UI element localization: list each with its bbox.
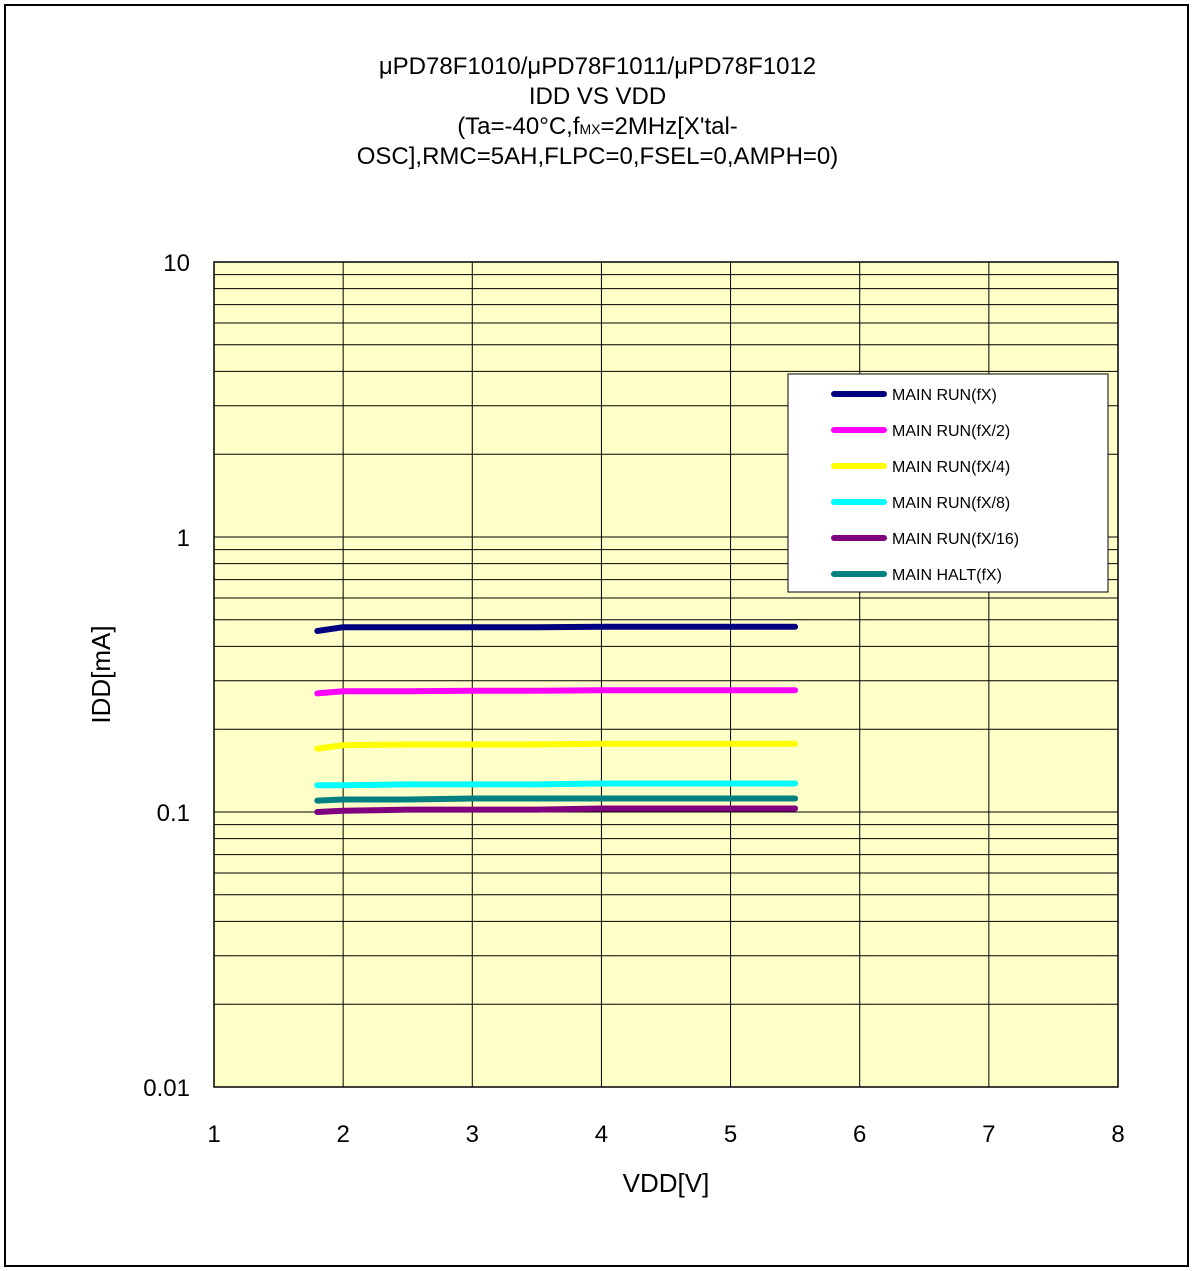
x-tick-label: 6 bbox=[853, 1121, 866, 1148]
subtitle-text-after: =2MHz[X'tal- bbox=[600, 113, 738, 140]
x-tick-label: 5 bbox=[724, 1121, 737, 1148]
x-tick-label: 7 bbox=[982, 1121, 995, 1148]
legend-box bbox=[787, 373, 1109, 593]
x-tick-label: 8 bbox=[1111, 1121, 1124, 1148]
y-tick-label: 0.01 bbox=[143, 1075, 190, 1102]
y-tick-label: 10 bbox=[163, 250, 190, 277]
chart-title-line-2: IDD VS VDD bbox=[528, 83, 667, 110]
chart-subtitle-line-1: (Ta=-40°C,fMX=2MHz[X'tal- bbox=[0, 112, 1195, 144]
series-line bbox=[314, 740, 799, 752]
series-line bbox=[314, 687, 799, 697]
series-line bbox=[314, 780, 799, 789]
legend: MAIN RUN(fX) MAIN RUN(fX/2) MAIN RUN(fX/4)… bbox=[787, 373, 1109, 593]
legend-label: MAIN RUN(fX/2) bbox=[892, 423, 1010, 440]
series-line bbox=[314, 805, 799, 815]
series-line bbox=[314, 623, 799, 634]
series-group bbox=[314, 623, 799, 815]
legend-label: MAIN HALT(fX) bbox=[892, 567, 1002, 584]
plot-border bbox=[213, 261, 1119, 1088]
legend-label: MAIN RUN(fX/16) bbox=[892, 531, 1019, 548]
x-tick-label: 1 bbox=[207, 1121, 220, 1148]
legend-label: MAIN RUN(fX/4) bbox=[892, 459, 1010, 476]
chart-subtitle-line-2: OSC],RMC=5AH,FLPC=0,FSEL=0,AMPH=0) bbox=[356, 143, 839, 170]
subtitle-text-before: (Ta=-40°C,f bbox=[457, 113, 580, 140]
chart-title-line-1: μPD78F1010/μPD78F1011/μPD78F1012 bbox=[378, 53, 817, 80]
x-tick-label: 4 bbox=[595, 1121, 608, 1148]
y-tick-label: 1 bbox=[177, 525, 190, 552]
series-line bbox=[314, 795, 799, 804]
y-tick-label: 0.1 bbox=[157, 800, 190, 827]
x-tick-label: 2 bbox=[336, 1121, 349, 1148]
subtitle-subscript: MX bbox=[579, 121, 601, 137]
legend-label: MAIN RUN(fX/8) bbox=[892, 495, 1010, 512]
x-axis-title: VDD[V] bbox=[623, 1168, 710, 1198]
legend-label: MAIN RUN(fX) bbox=[892, 387, 997, 404]
tick-labels: 1 2 3 4 5 6 7 8 10 1 0.1 0.01 bbox=[143, 250, 1124, 1148]
y-axis-title: IDD[mA] bbox=[86, 625, 116, 723]
x-tick-label: 3 bbox=[466, 1121, 479, 1148]
